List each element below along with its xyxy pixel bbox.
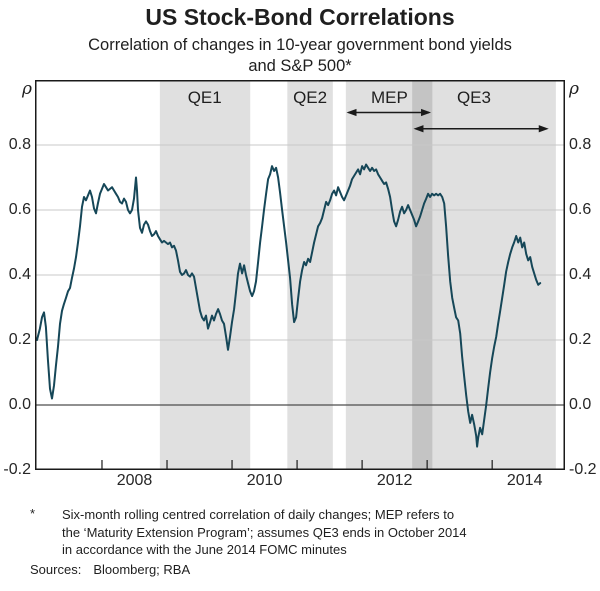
y-tick-label-right: 0.8 xyxy=(569,136,592,153)
footnote-marker: * xyxy=(30,506,36,521)
series-line xyxy=(36,163,542,448)
plot-area: QE1 QE2 MEP QE3 xyxy=(35,80,565,470)
band-label-qe2: QE2 xyxy=(293,88,327,107)
y-tick-label-left: 0.6 xyxy=(8,201,31,218)
x-tick-label: 2012 xyxy=(376,472,413,489)
y-axis-unit-left: ρ xyxy=(22,79,32,99)
chart-subtitle-line2: and S&P 500* xyxy=(248,57,352,75)
band-label-qe1: QE1 xyxy=(188,88,222,107)
x-tick-label: 2010 xyxy=(246,472,283,489)
y-tick-label-right: 0.2 xyxy=(569,331,592,348)
y-tick-label-left: 0.8 xyxy=(8,136,31,153)
arrowhead-left xyxy=(346,108,357,117)
y-tick-label-right: -0.2 xyxy=(569,461,597,478)
footnote-line1: Six-month rolling centred correlation of… xyxy=(62,507,455,522)
y-tick-label-left: 0.0 xyxy=(8,396,31,413)
sources-value: Bloomberg; RBA xyxy=(93,562,191,577)
band-label-qe3: QE3 xyxy=(457,88,491,107)
y-tick-label-left: 0.4 xyxy=(8,266,31,283)
chart-title: US Stock-Bond Correlations xyxy=(145,4,455,30)
chart-subtitle-line1: Correlation of changes in 10-year govern… xyxy=(88,36,512,54)
y-tick-label-left: -0.2 xyxy=(3,461,31,478)
sources-label: Sources: xyxy=(30,562,82,577)
y-tick-label-left: 0.2 xyxy=(8,331,31,348)
band-label-mep: MEP xyxy=(371,88,408,107)
footnote-text: Six-month rolling centred correlation of… xyxy=(62,506,567,559)
footnote-line2: the ‘Maturity Extension Program’; assume… xyxy=(62,524,467,540)
arrowhead-right xyxy=(538,125,549,133)
y-tick-label-right: 0.0 xyxy=(569,396,592,413)
y-tick-label-right: 0.4 xyxy=(569,266,592,283)
x-tick-label: 2008 xyxy=(116,472,153,489)
arrowhead-left xyxy=(413,125,424,133)
sources-line: Sources: Bloomberg; RBA xyxy=(30,562,190,577)
x-tick-label: 2014 xyxy=(506,472,543,489)
footnote-line3: in accordance with the June 2014 FOMC mi… xyxy=(62,542,347,557)
chart-subtitle: Correlation of changes in 10-year govern… xyxy=(0,35,600,77)
arrowhead-right xyxy=(421,108,432,117)
plot-svg: QE1 QE2 MEP QE3 xyxy=(35,80,565,470)
y-tick-label-right: 0.6 xyxy=(569,201,592,218)
y-axis-unit-right: ρ xyxy=(569,79,579,99)
plot-frame xyxy=(35,80,565,470)
